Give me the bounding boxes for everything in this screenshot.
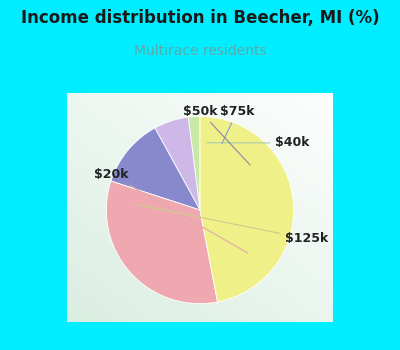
Text: $125k: $125k [136,204,328,245]
Text: $50k: $50k [183,105,250,165]
Text: Income distribution in Beecher, MI (%): Income distribution in Beecher, MI (%) [21,9,379,27]
Text: $75k: $75k [220,105,254,144]
Wedge shape [155,117,200,210]
Wedge shape [200,116,294,302]
Wedge shape [188,116,200,210]
Text: Multirace residents: Multirace residents [134,44,266,58]
Text: $40k: $40k [207,136,310,149]
Wedge shape [111,128,200,210]
Wedge shape [106,181,218,304]
Text: $20k: $20k [94,168,248,253]
